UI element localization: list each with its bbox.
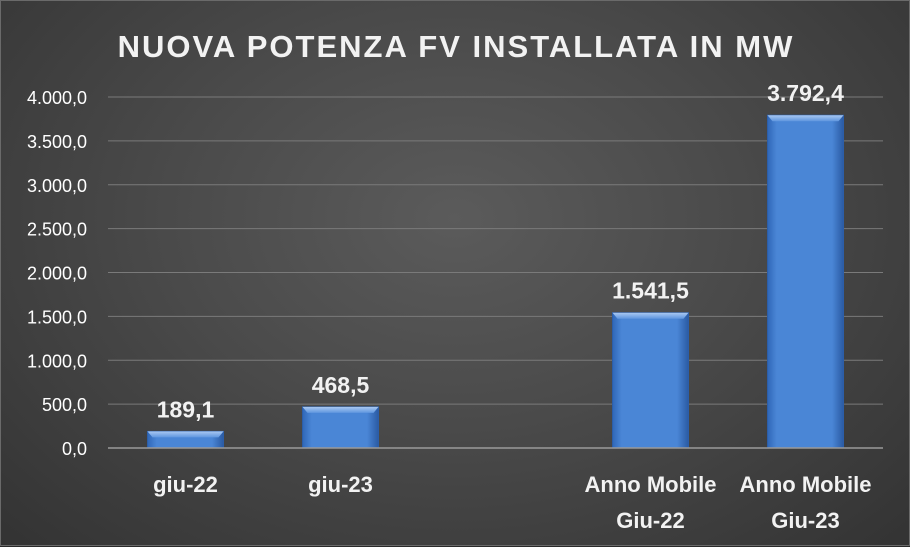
- data-label: 3.792,4: [767, 80, 844, 106]
- data-label: 189,1: [157, 396, 215, 422]
- x-tick-label: Anno Mobile: [585, 472, 717, 497]
- y-tick-label: 2.000,0: [27, 264, 87, 284]
- y-tick-label: 500,0: [42, 395, 87, 415]
- y-tick-label: 3.000,0: [27, 176, 87, 196]
- bar: [767, 114, 844, 449]
- chart-title: NUOVA POTENZA FV INSTALLATA IN MW: [118, 29, 795, 64]
- y-tick-label: 1.500,0: [27, 307, 87, 327]
- gridlines: [108, 96, 883, 405]
- bars: [147, 114, 844, 449]
- bar: [612, 312, 689, 449]
- y-tick-label: 4.000,0: [27, 88, 87, 108]
- bar: [147, 430, 224, 449]
- bar: [302, 406, 379, 449]
- y-tick-label: 0,0: [62, 439, 87, 459]
- data-label: 1.541,5: [612, 278, 689, 304]
- y-tick-label: 1.000,0: [27, 351, 87, 371]
- x-tick-label: Anno Mobile: [740, 472, 872, 497]
- x-tick-label: Giu-22: [616, 508, 684, 533]
- x-axis-ticks: giu-22 giu-23 Anno Mobile Giu-22 Anno Mobile…: [153, 472, 871, 533]
- y-tick-label: 3.500,0: [27, 132, 87, 152]
- x-tick-label: giu-22: [153, 472, 218, 497]
- y-tick-label: 2.500,0: [27, 220, 87, 240]
- x-tick-label: Giu-23: [771, 508, 839, 533]
- x-tick-label: giu-23: [308, 472, 373, 497]
- data-label: 468,5: [312, 372, 370, 398]
- data-labels: 189,1 468,5 1.541,5 3.792,4: [157, 80, 844, 422]
- y-axis-ticks: 0,0 500,0 1.000,0 1.500,0 2.000,0 2.500,0 3.00…: [27, 88, 87, 459]
